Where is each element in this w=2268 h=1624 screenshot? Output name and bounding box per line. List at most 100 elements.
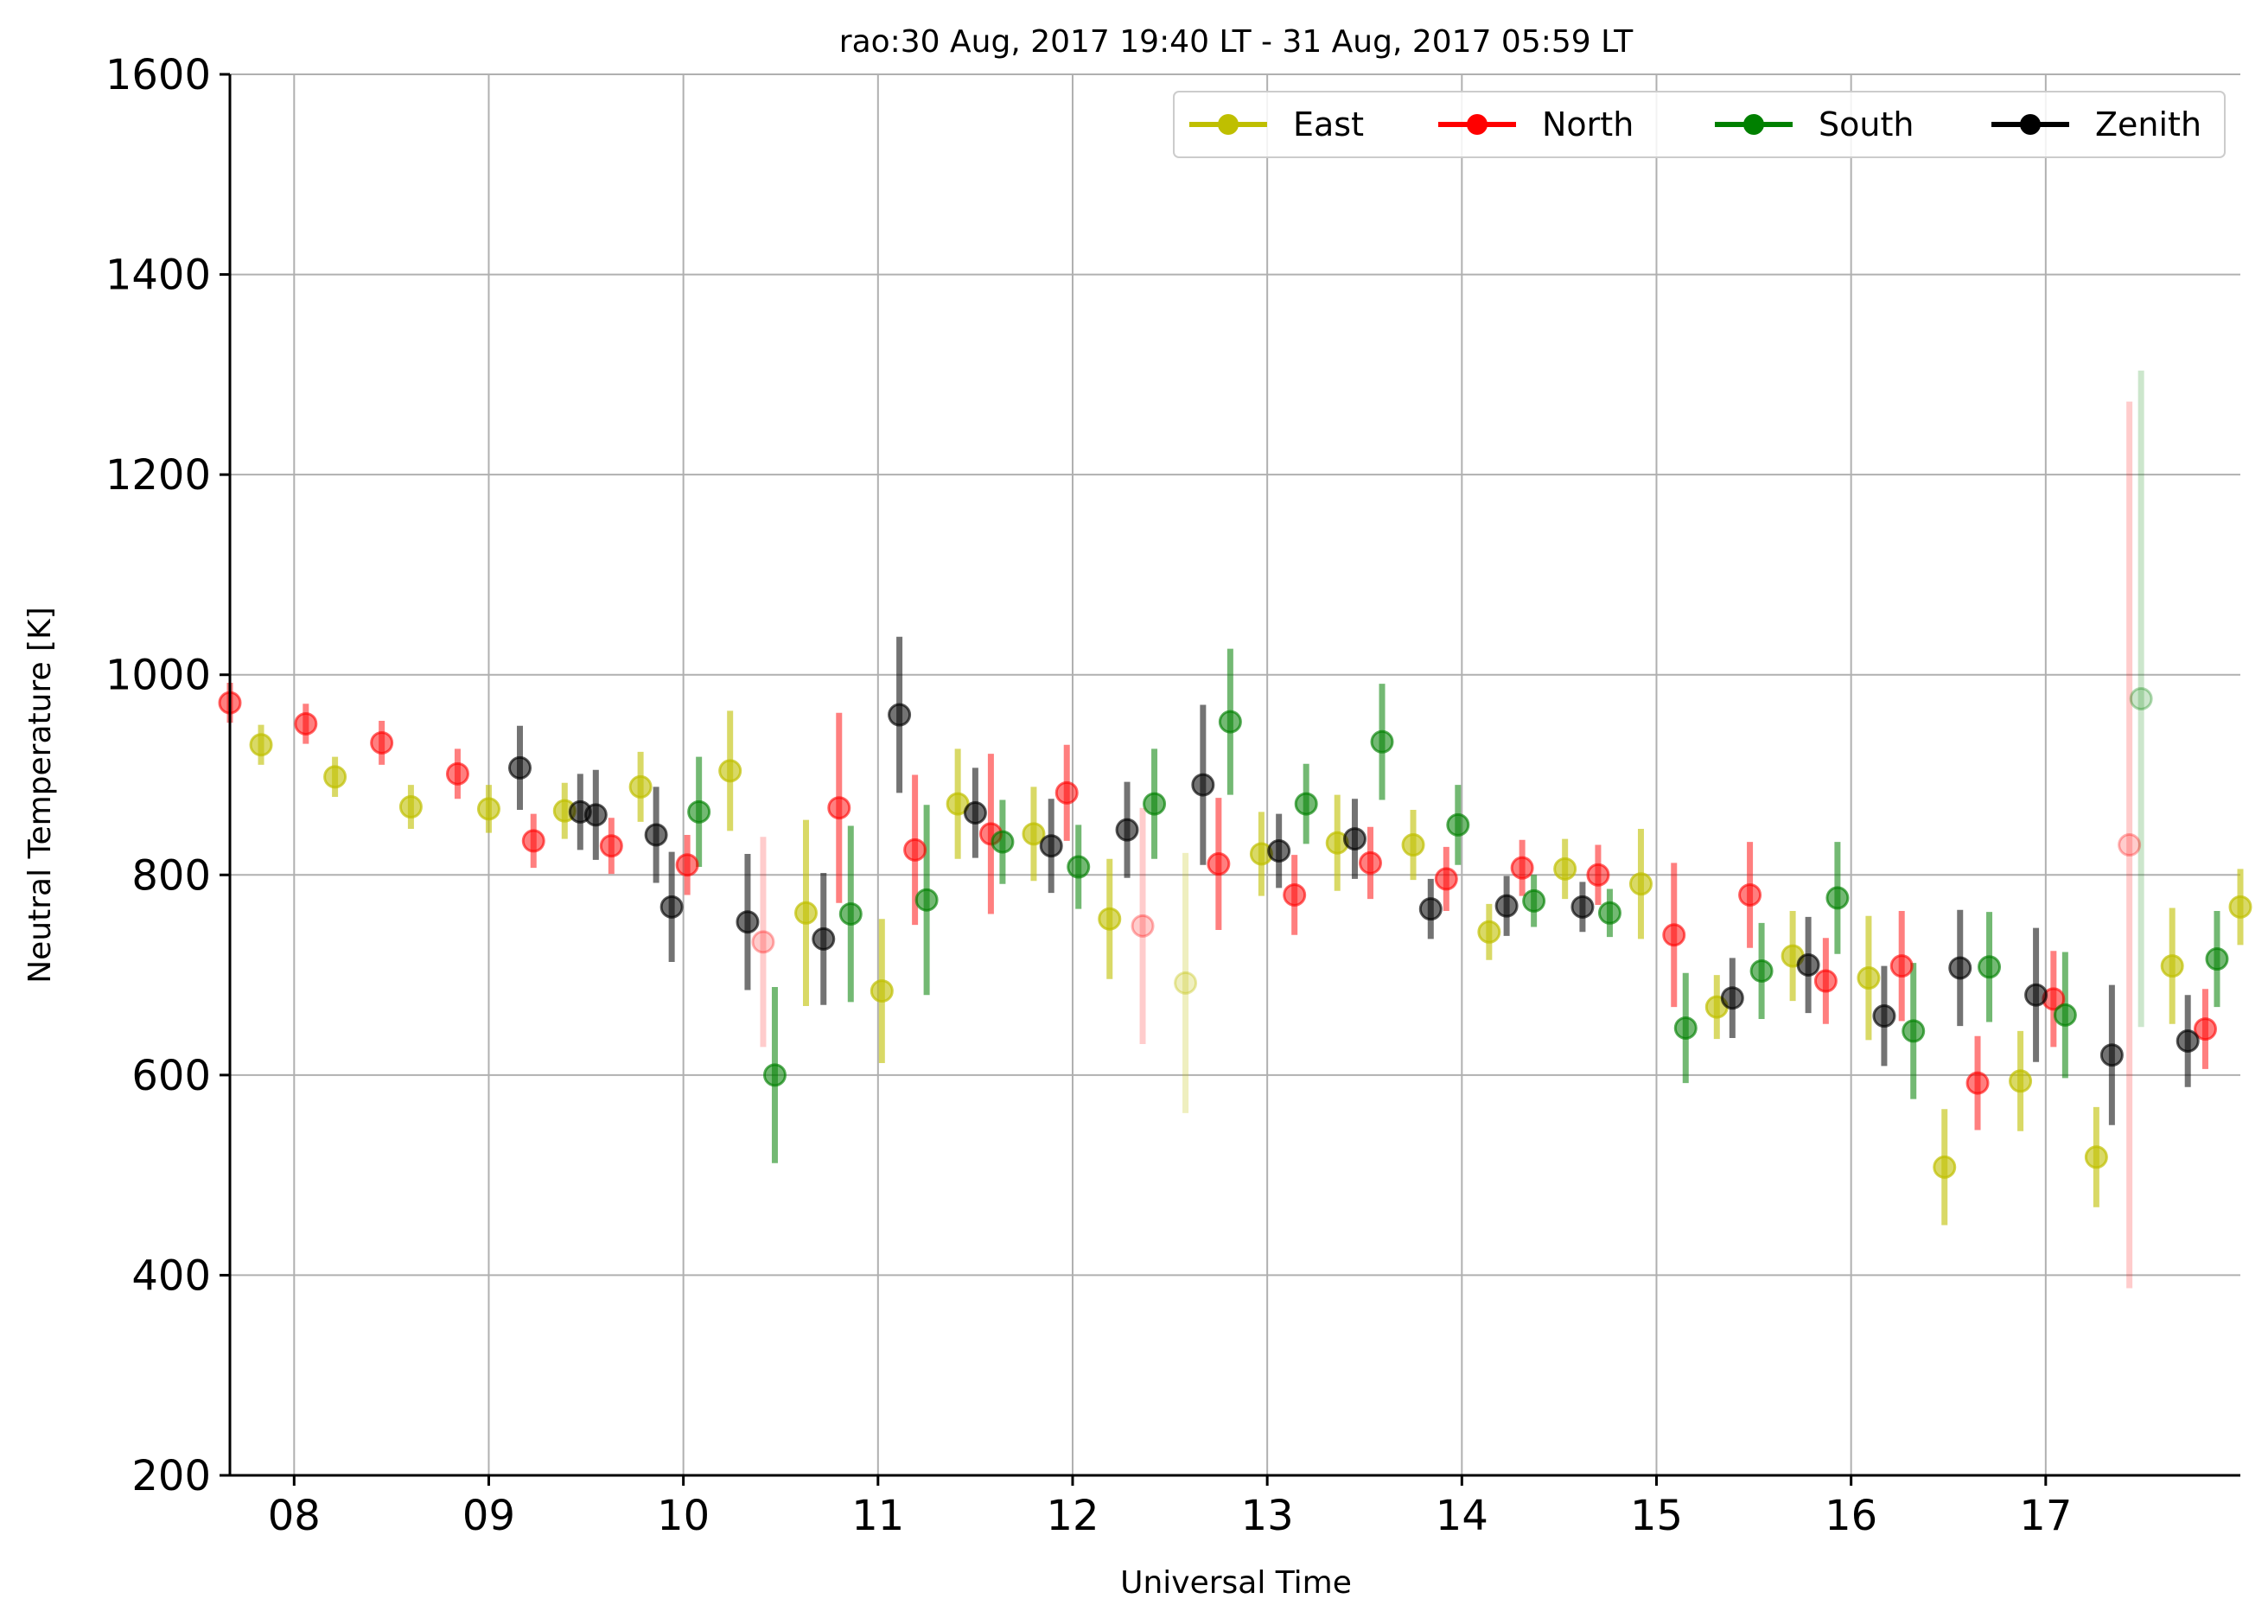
legend-marker-south: [1743, 114, 1764, 135]
x-axis-label: Universal Time: [1120, 1565, 1352, 1601]
zenith-point-12: [1267, 838, 1291, 863]
zenith-point-19: [1872, 1004, 1896, 1029]
north-point-20: [1738, 882, 1762, 907]
x-tick-label-13: 13: [1241, 1492, 1294, 1540]
east-point-2: [398, 795, 423, 819]
east-point-11: [1098, 907, 1122, 931]
zenith-point-5: [736, 910, 760, 934]
x-tick-label-14: 14: [1436, 1492, 1488, 1540]
x-tick-label-09: 09: [462, 1492, 515, 1540]
south-point-16: [1902, 1019, 1926, 1043]
south-point-18: [2053, 1003, 2077, 1027]
east-point-3: [476, 797, 500, 821]
east-point-1: [323, 765, 347, 789]
north-point-26: [2193, 1017, 2217, 1041]
y-tick-label-200: 200: [131, 1452, 211, 1500]
south-point-14: [1749, 958, 1774, 983]
east-point-15: [1401, 833, 1425, 857]
east-point-10: [1022, 822, 1046, 846]
north-point-1: [294, 711, 318, 736]
south-point-4: [991, 830, 1015, 854]
y-tick-label-1400: 1400: [105, 252, 211, 300]
zenith-point-10: [1115, 818, 1139, 842]
south-point-17: [1978, 955, 2002, 979]
zenith-point-18: [1796, 952, 1820, 977]
north-point-8: [827, 796, 851, 820]
x-tick-label-10: 10: [657, 1492, 710, 1540]
north-point-16: [1434, 867, 1458, 891]
east-point-8: [870, 979, 894, 1003]
east-point-23: [2009, 1069, 2033, 1093]
axes: 08 09 10 11 12 13 14 15 16 17 200 400 600 800 1000 1200…: [105, 51, 2240, 1540]
north-point-18: [1586, 863, 1610, 887]
x-tick-label-12: 12: [1046, 1492, 1099, 1540]
zenith-point-11: [1191, 773, 1215, 797]
legend: East North South Zenith: [1173, 91, 2226, 158]
north-point-23: [1965, 1071, 1990, 1095]
legend-label-north: North: [1542, 105, 1634, 143]
zenith-point-9: [1039, 834, 1063, 858]
plot-marks: [218, 370, 2252, 1289]
zenith-point-16: [1570, 895, 1595, 919]
x-tick-label-16: 16: [1825, 1492, 1877, 1540]
east-point-0: [249, 733, 273, 757]
east-point-26: [2228, 895, 2252, 919]
zenith-point-20: [1948, 956, 1972, 980]
x-tick-label-17: 17: [2019, 1492, 2072, 1540]
y-tick-label-1200: 1200: [105, 451, 211, 500]
south-point-6: [1143, 792, 1167, 816]
east-point-17: [1553, 857, 1577, 881]
south-point-19: [2129, 687, 2153, 711]
north-point-13: [1207, 852, 1231, 876]
north-point-21: [1813, 969, 1838, 993]
zenith-point-13: [1342, 827, 1367, 851]
east-point-18: [1628, 872, 1653, 896]
x-tick-label-15: 15: [1630, 1492, 1683, 1540]
south-point-0: [687, 799, 711, 824]
zenith-point-22: [2099, 1043, 2124, 1067]
east-point-21: [1857, 966, 1881, 990]
north-point-15: [1358, 850, 1382, 875]
zenith-point-3: [644, 823, 668, 847]
north-point-12: [1131, 914, 1155, 938]
north-point-4: [521, 829, 545, 853]
east-point-24: [2084, 1145, 2108, 1169]
zenith-point-2: [583, 803, 608, 827]
zenith-point-0: [508, 755, 532, 780]
east-point-5: [628, 774, 653, 799]
south-point-12: [1597, 901, 1621, 925]
zenith-point-8: [963, 800, 987, 825]
north-point-22: [1889, 954, 1914, 978]
y-tick-label-400: 400: [131, 1251, 211, 1300]
south-point-2: [838, 901, 863, 926]
south-point-11: [1522, 888, 1546, 913]
south-point-13: [1673, 1016, 1698, 1040]
north-point-11: [1054, 780, 1079, 805]
chart-title: rao:30 Aug, 2017 19:40 LT - 31 Aug, 2017…: [839, 24, 1634, 60]
legend-box: [1173, 91, 2226, 158]
legend-label-east: East: [1293, 105, 1364, 143]
zenith-point-14: [1418, 897, 1443, 921]
north-point-2: [370, 730, 394, 755]
south-point-9: [1370, 729, 1394, 754]
north-point-19: [1662, 923, 1686, 947]
south-point-15: [1825, 886, 1850, 910]
zenith-point-17: [1720, 986, 1744, 1010]
east-point-22: [1933, 1155, 1957, 1179]
legend-marker-zenith: [2020, 114, 2041, 135]
zenith-point-6: [812, 927, 836, 951]
legend-marker-north: [1467, 114, 1488, 135]
zenith-point-23: [2176, 1029, 2200, 1053]
north-point-3: [445, 761, 469, 786]
east-point-7: [794, 901, 819, 925]
south-point-7: [1218, 710, 1242, 734]
y-tick-label-800: 800: [131, 851, 211, 900]
legend-label-south: South: [1819, 105, 1914, 143]
legend-label-zenith: Zenith: [2095, 105, 2201, 143]
x-tick-label-11: 11: [851, 1492, 904, 1540]
south-point-5: [1067, 855, 1091, 879]
y-tick-label-1600: 1600: [105, 51, 211, 99]
east-point-6: [718, 759, 742, 783]
north-point-5: [599, 834, 623, 858]
